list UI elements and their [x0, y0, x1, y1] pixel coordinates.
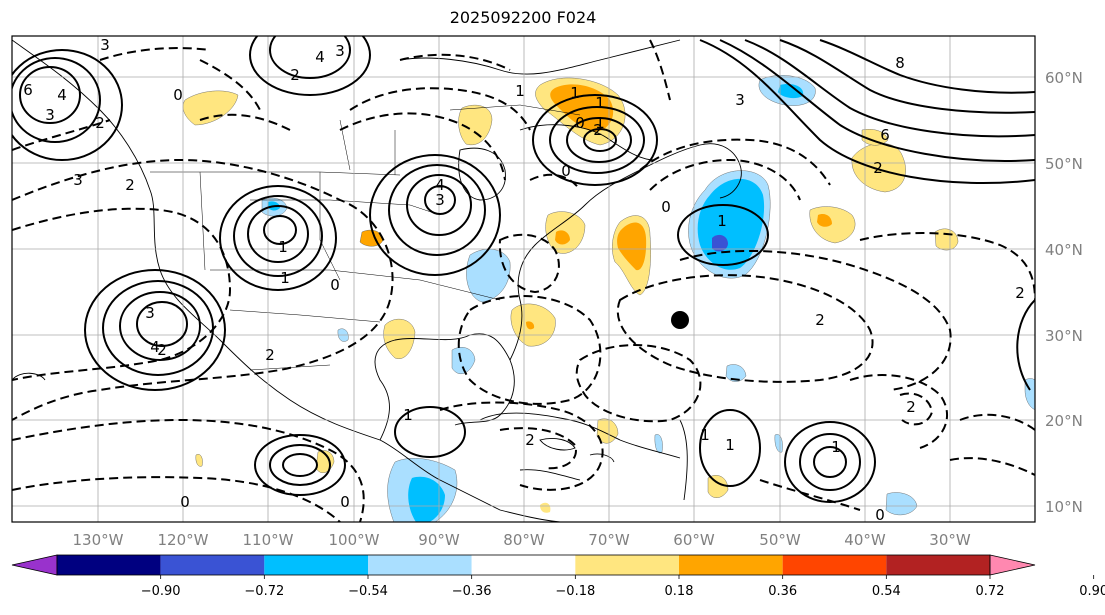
contour-label: 2 — [265, 346, 275, 364]
colorbar-tick-labels: −0.90 −0.72 −0.54 −0.36 −0.18 0.18 0.36 0.54 0.7… — [141, 575, 1105, 599]
contour-label: 3 — [100, 36, 110, 54]
contour-label: 0 — [561, 162, 571, 180]
colorbar-tick-label: −0.54 — [348, 584, 388, 599]
latitude-axis: 60°N 50°N 40°N 30°N 20°N 10°N — [1045, 69, 1083, 516]
map-plot-area — [12, 36, 1035, 522]
colorbar-segment — [575, 555, 679, 575]
latitude-label: 20°N — [1045, 412, 1083, 430]
colorbar-tick-label: 0.18 — [665, 584, 694, 599]
contour-label: 3 — [335, 42, 345, 60]
colorbar-tick-label: −0.72 — [244, 584, 284, 599]
colorbar-segment — [782, 555, 887, 575]
colorbar-tick-label: 0.72 — [976, 584, 1005, 599]
colorbar-segment — [679, 555, 783, 575]
contour-label: 1 — [700, 426, 710, 444]
contour-label: 0 — [173, 86, 183, 104]
contour-label: 1 — [725, 436, 735, 454]
longitude-label: 110°W — [243, 531, 294, 549]
contour-label: 0 — [340, 493, 350, 511]
longitude-label: 100°W — [329, 531, 380, 549]
map-title: 2025092200 F024 — [449, 8, 597, 27]
contour-label: 1 — [595, 94, 605, 112]
contour-label: 1 — [515, 82, 525, 100]
contour-label: 4 — [57, 86, 67, 104]
contour-label: 6 — [23, 81, 33, 99]
colorbar-tick-label: −0.90 — [141, 584, 181, 599]
contour-label: 0 — [180, 493, 190, 511]
contour-label: 1 — [717, 212, 727, 230]
colorbar-tick-label: 0.90 — [1079, 584, 1105, 599]
colorbar-segment — [886, 555, 990, 575]
contour-label: 0 — [575, 114, 585, 132]
colorbar-segment — [264, 555, 368, 575]
contour-label: 0 — [661, 198, 671, 216]
contour-label: 2 — [815, 311, 825, 329]
colorbar-tick-label: 0.54 — [872, 584, 901, 599]
contour-label: 1 — [595, 114, 605, 132]
contour-label: 2 — [157, 341, 167, 359]
latitude-label: 10°N — [1045, 498, 1083, 516]
contour-label: 3 — [145, 304, 155, 322]
contour-label: 2 — [873, 159, 883, 177]
contour-label: 2 — [95, 114, 105, 132]
contour-label: 1 — [570, 84, 580, 102]
contour-label: 2 — [1015, 284, 1025, 302]
contour-label: 3 — [735, 91, 745, 109]
contour-label: 3 — [73, 171, 83, 189]
longitude-label: 60°W — [673, 531, 715, 549]
contour-label: 0 — [875, 506, 885, 524]
colorbar-segment — [471, 555, 576, 575]
contour-label: 4 — [150, 338, 160, 356]
colorbar-segment — [160, 555, 265, 575]
map-frame — [11, 35, 1036, 523]
colorbar-segment — [57, 555, 161, 575]
longitude-label: 50°W — [759, 531, 801, 549]
graticule — [12, 36, 1035, 522]
colorbar-segment — [368, 555, 472, 575]
latitude-label: 30°N — [1045, 327, 1083, 345]
contour-label: 1 — [278, 238, 288, 256]
political-borders — [150, 104, 581, 371]
latitude-label: 50°N — [1045, 155, 1083, 173]
latitude-label: 40°N — [1045, 241, 1083, 259]
colorbar-extend-min — [11, 554, 58, 576]
longitude-label: 130°W — [73, 531, 124, 549]
colorbar — [11, 554, 1036, 576]
longitude-axis: 130°W 120°W 110°W 100°W 90°W 80°W 70°W 60°W 50°W… — [73, 531, 971, 549]
contour-label: 1 — [831, 438, 841, 456]
colorbar-extend-max — [989, 554, 1036, 576]
contour-label: 2 — [525, 431, 535, 449]
contour-label: 4 — [315, 48, 325, 66]
contour-label: 2 — [593, 121, 603, 139]
longitude-label: 80°W — [503, 531, 545, 549]
latitude-label: 60°N — [1045, 69, 1083, 87]
contour-label: 4 — [435, 176, 445, 194]
longitude-label: 120°W — [158, 531, 209, 549]
contour-label: 3 — [45, 106, 55, 124]
contour-label: 6 — [880, 126, 890, 144]
colorbar-outline — [56, 554, 991, 576]
longitude-label: 30°W — [929, 531, 971, 549]
contour-label: 2 — [906, 398, 916, 416]
contour-label: 1 — [280, 269, 290, 287]
colorbar-tick-label: −0.36 — [452, 584, 492, 599]
contour-label: 2 — [125, 176, 135, 194]
negative-contours — [12, 39, 1035, 522]
colorbar-tick-label: 0.36 — [768, 584, 797, 599]
contour-label: 8 — [895, 54, 905, 72]
colorbar-tick-label: −0.18 — [555, 584, 595, 599]
contour-label: 1 — [403, 406, 413, 424]
longitude-label: 90°W — [418, 531, 460, 549]
longitude-label: 40°W — [844, 531, 886, 549]
storm-position-marker[interactable] — [671, 311, 689, 329]
contour-label: 0 — [330, 276, 340, 294]
contour-label: 2 — [290, 66, 300, 84]
positive-contours — [12, 36, 1035, 503]
coastlines — [12, 39, 742, 522]
contour-label: 3 — [435, 191, 445, 209]
longitude-label: 70°W — [588, 531, 630, 549]
